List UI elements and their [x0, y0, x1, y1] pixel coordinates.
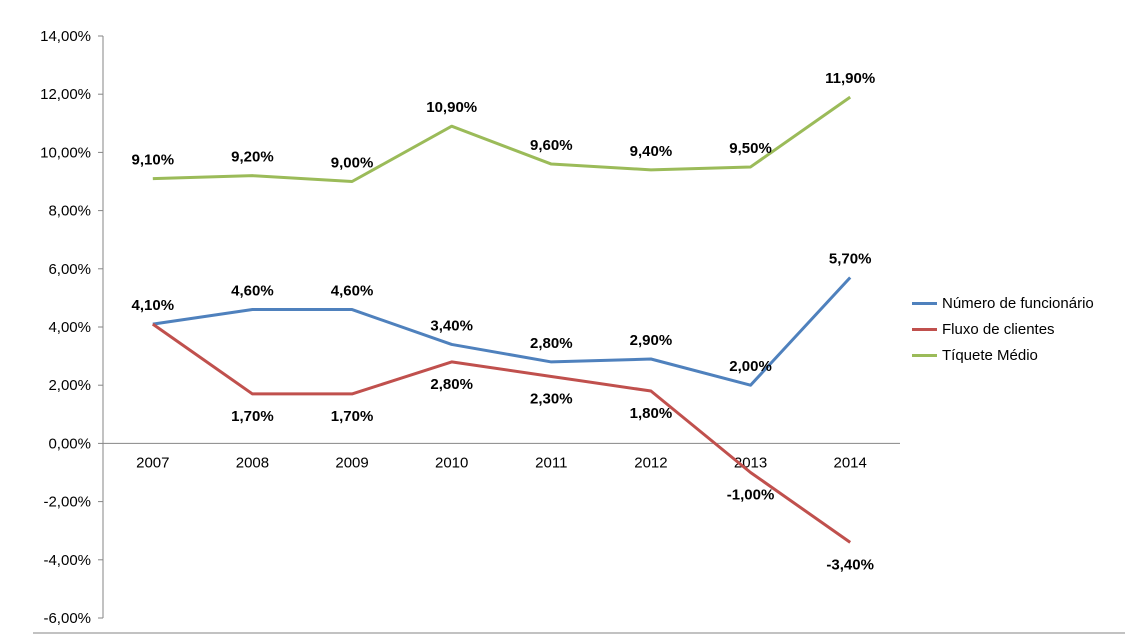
y-tick-label: 10,00%: [40, 144, 91, 161]
y-axis-ticks: 14,00% 12,00% 10,00% 8,00% 6,00% 4,00% 2,00% 0,…: [40, 28, 103, 627]
data-label: 4,10%: [132, 297, 175, 314]
x-tick-label: 2007: [136, 454, 169, 471]
legend-swatch: [912, 353, 937, 357]
data-label: 2,90%: [630, 332, 673, 349]
data-label: -3,40%: [826, 556, 874, 573]
y-tick-label: 14,00%: [40, 28, 91, 45]
legend: Número de funcionário Fluxo de clientes Tí…: [912, 290, 1094, 368]
x-tick-label: 2008: [236, 454, 269, 471]
legend-label: Fluxo de clientes: [942, 320, 1055, 338]
data-label: 9,50%: [729, 140, 772, 157]
data-label: 5,70%: [829, 251, 872, 268]
series-lines: [151, 95, 852, 544]
x-tick-label: 2012: [634, 454, 667, 471]
y-tick-label: 4,00%: [48, 319, 91, 336]
y-tick-label: -4,00%: [43, 552, 91, 569]
x-axis-ticks: 2007 2008 2009 2010 2011 2012 2013 2014: [136, 454, 867, 471]
data-label: 9,10%: [132, 152, 175, 169]
legend-item: Tíquete Médio: [912, 342, 1094, 368]
legend-label: Número de funcionário: [942, 294, 1094, 312]
data-labels: 4,10% 4,60% 4,60% 3,40% 2,80% 2,90% 2,00% 5,70%…: [132, 70, 876, 573]
series-line-2: [152, 95, 852, 183]
series-line-0: [152, 276, 852, 387]
x-tick-label: 2011: [535, 454, 567, 471]
legend-swatch: [912, 301, 937, 305]
legend-item: Número de funcionário: [912, 290, 1094, 316]
y-tick-label: 2,00%: [48, 377, 91, 394]
data-label: 2,30%: [530, 390, 573, 407]
legend-label: Tíquete Médio: [942, 346, 1038, 364]
data-label: 2,80%: [530, 335, 573, 352]
data-label: 9,60%: [530, 137, 573, 154]
y-tick-label: 6,00%: [48, 261, 91, 278]
data-label: 1,80%: [630, 405, 673, 422]
data-label: -1,00%: [727, 487, 775, 504]
legend-item: Fluxo de clientes: [912, 316, 1094, 342]
data-label: 1,70%: [231, 408, 274, 425]
series-line-1: [151, 322, 852, 544]
y-tick-label: 8,00%: [48, 203, 91, 220]
data-label: 4,60%: [331, 283, 374, 300]
data-label: 11,90%: [825, 70, 875, 87]
y-tick-label: -6,00%: [43, 610, 91, 627]
x-tick-label: 2010: [435, 454, 468, 471]
data-label: 9,20%: [231, 149, 274, 166]
x-tick-label: 2014: [834, 454, 867, 471]
data-label: 10,90%: [426, 99, 477, 116]
data-label: 1,70%: [331, 408, 374, 425]
data-label: 9,00%: [331, 155, 374, 172]
y-tick-label: 12,00%: [40, 86, 91, 103]
data-label: 2,00%: [729, 358, 772, 375]
data-label: 2,80%: [430, 376, 473, 393]
legend-swatch: [912, 327, 937, 331]
y-tick-label: -2,00%: [43, 494, 91, 511]
data-label: 4,60%: [231, 283, 274, 300]
data-label: 3,40%: [430, 317, 473, 334]
y-tick-label: 0,00%: [48, 435, 91, 452]
data-label: 9,40%: [630, 143, 673, 160]
x-tick-label: 2009: [335, 454, 368, 471]
